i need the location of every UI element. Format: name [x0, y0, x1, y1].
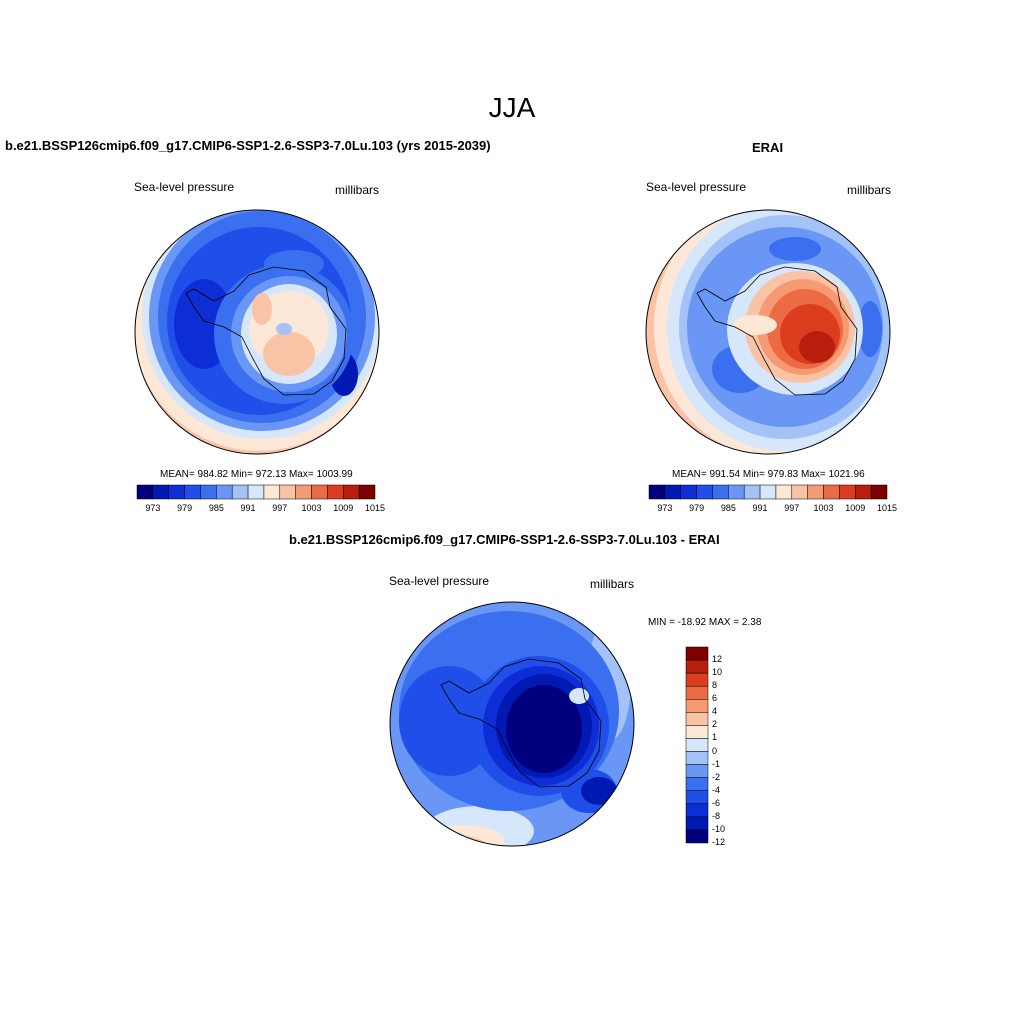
colorbar-swatch — [168, 484, 185, 500]
colorbar-swatch — [791, 484, 808, 500]
colorbar-swatch — [136, 484, 154, 500]
colorbar-swatch — [685, 672, 709, 687]
colorbar-swatch — [664, 484, 681, 500]
obs-units-label: millibars — [847, 183, 892, 197]
colorbar-swatch — [685, 699, 709, 713]
colorbar-tick-label: 0 — [712, 745, 718, 756]
colorbar-tick-label: -6 — [712, 797, 721, 808]
diff-panel-title: b.e21.BSSP126cmip6.f09_g17.CMIP6-SSP1-2.… — [289, 532, 720, 547]
obs-polar-map — [645, 209, 891, 455]
colorbar-swatch — [728, 484, 745, 500]
colorbar-swatch — [327, 484, 344, 500]
colorbar-tick-label: 10 — [712, 667, 723, 678]
figure-title: JJA — [488, 92, 536, 123]
colorbar-swatch — [231, 484, 249, 500]
colorbar-swatch — [870, 484, 888, 500]
colorbar-tick-label: 979 — [177, 503, 193, 513]
colorbar-swatch — [648, 484, 666, 500]
colorbar-tick-label: -8 — [712, 810, 721, 821]
colorbar-swatch — [216, 484, 233, 500]
colorbar-swatch — [247, 484, 265, 500]
colorbar-swatch — [685, 764, 709, 778]
colorbar-tick-label: 4 — [712, 706, 718, 717]
colorbar-swatch — [685, 790, 709, 805]
diff-polar-map — [389, 601, 635, 847]
colorbar-swatch — [696, 484, 713, 500]
colorbar-swatch — [839, 484, 856, 500]
colorbar-tick-label: -1 — [712, 758, 721, 769]
model-units-label: millibars — [335, 183, 380, 197]
colorbar-tick-label: 985 — [720, 503, 736, 513]
obs-panel-title: ERAI — [752, 140, 784, 155]
colorbar-tick-label: -2 — [712, 771, 721, 782]
colorbar-swatch — [685, 803, 709, 818]
colorbar-tick-label: 1015 — [876, 503, 898, 513]
diff-variable-label: Sea-level pressure — [389, 574, 490, 588]
colorbar-swatch — [311, 484, 328, 500]
colorbar-swatch — [184, 484, 201, 500]
colorbar-swatch — [712, 484, 729, 500]
colorbar-tick-label: 6 — [712, 693, 718, 704]
colorbar-tick-label: 973 — [145, 503, 161, 513]
colorbar-swatch — [743, 484, 761, 500]
colorbar-swatch — [685, 751, 709, 765]
diff-units-label: millibars — [590, 577, 635, 591]
colorbar-tick-label: 997 — [784, 503, 800, 513]
colorbar-tick-label: 1003 — [813, 503, 834, 513]
colorbar-tick-label: 973 — [657, 503, 673, 513]
colorbar-swatch — [279, 484, 296, 500]
colorbar-swatch — [200, 484, 217, 500]
colorbar-swatch — [685, 659, 709, 674]
colorbar-tick-label: 8 — [712, 680, 718, 691]
colorbar-tick-label: 1 — [712, 732, 718, 743]
colorbar-swatch — [295, 484, 312, 500]
model-polar-map — [134, 209, 380, 455]
colorbar-swatch — [807, 484, 824, 500]
colorbar-swatch — [685, 816, 709, 831]
colorbar-swatch — [358, 484, 376, 500]
colorbar-swatch — [855, 484, 872, 500]
colorbar-tick-label: 997 — [272, 503, 288, 513]
model-variable-label: Sea-level pressure — [134, 180, 235, 194]
colorbar-swatch — [685, 738, 709, 752]
colorbar-swatch — [823, 484, 840, 500]
model-stats: MEAN= 984.82 Min= 972.13 Max= 1003.99 — [160, 469, 353, 480]
obs-stats: MEAN= 991.54 Min= 979.83 Max= 1021.96 — [672, 469, 865, 480]
colorbar-tick-label: 12 — [712, 654, 723, 665]
colorbar-tick-label: 1003 — [301, 503, 322, 513]
colorbar-swatch — [685, 646, 709, 661]
colorbar-tick-label: 979 — [689, 503, 705, 513]
model-colorbar — [136, 484, 376, 500]
colorbar-swatch — [685, 685, 709, 700]
colorbar-swatch — [263, 484, 281, 500]
colorbar-swatch — [680, 484, 697, 500]
colorbar-tick-label: -10 — [712, 823, 726, 834]
colorbar-swatch — [685, 829, 709, 844]
colorbar-tick-label: 1009 — [333, 503, 354, 513]
obs-variable-label: Sea-level pressure — [646, 180, 747, 194]
colorbar-swatch — [685, 712, 709, 726]
colorbar-tick-label: -12 — [712, 837, 726, 847]
diff-stats: MIN = -18.92 MAX = 2.38 — [648, 617, 762, 628]
colorbar-tick-label: -4 — [712, 784, 721, 795]
colorbar-swatch — [775, 484, 793, 500]
colorbar-tick-label: 991 — [240, 503, 256, 513]
obs-colorbar — [648, 484, 888, 500]
colorbar-tick-label: 1009 — [845, 503, 866, 513]
colorbar-swatch — [343, 484, 360, 500]
colorbar-tick-label: 985 — [208, 503, 224, 513]
colorbar-swatch — [685, 725, 709, 739]
diff-colorbar — [685, 646, 709, 844]
colorbar-swatch — [685, 777, 709, 791]
colorbar-tick-label: 1015 — [364, 503, 386, 513]
colorbar-tick-label: 2 — [712, 719, 718, 730]
colorbar-swatch — [759, 484, 777, 500]
colorbar-tick-label: 991 — [752, 503, 768, 513]
model-panel-title: b.e21.BSSP126cmip6.f09_g17.CMIP6-SSP1-2.… — [5, 138, 491, 153]
colorbar-swatch — [152, 484, 169, 500]
